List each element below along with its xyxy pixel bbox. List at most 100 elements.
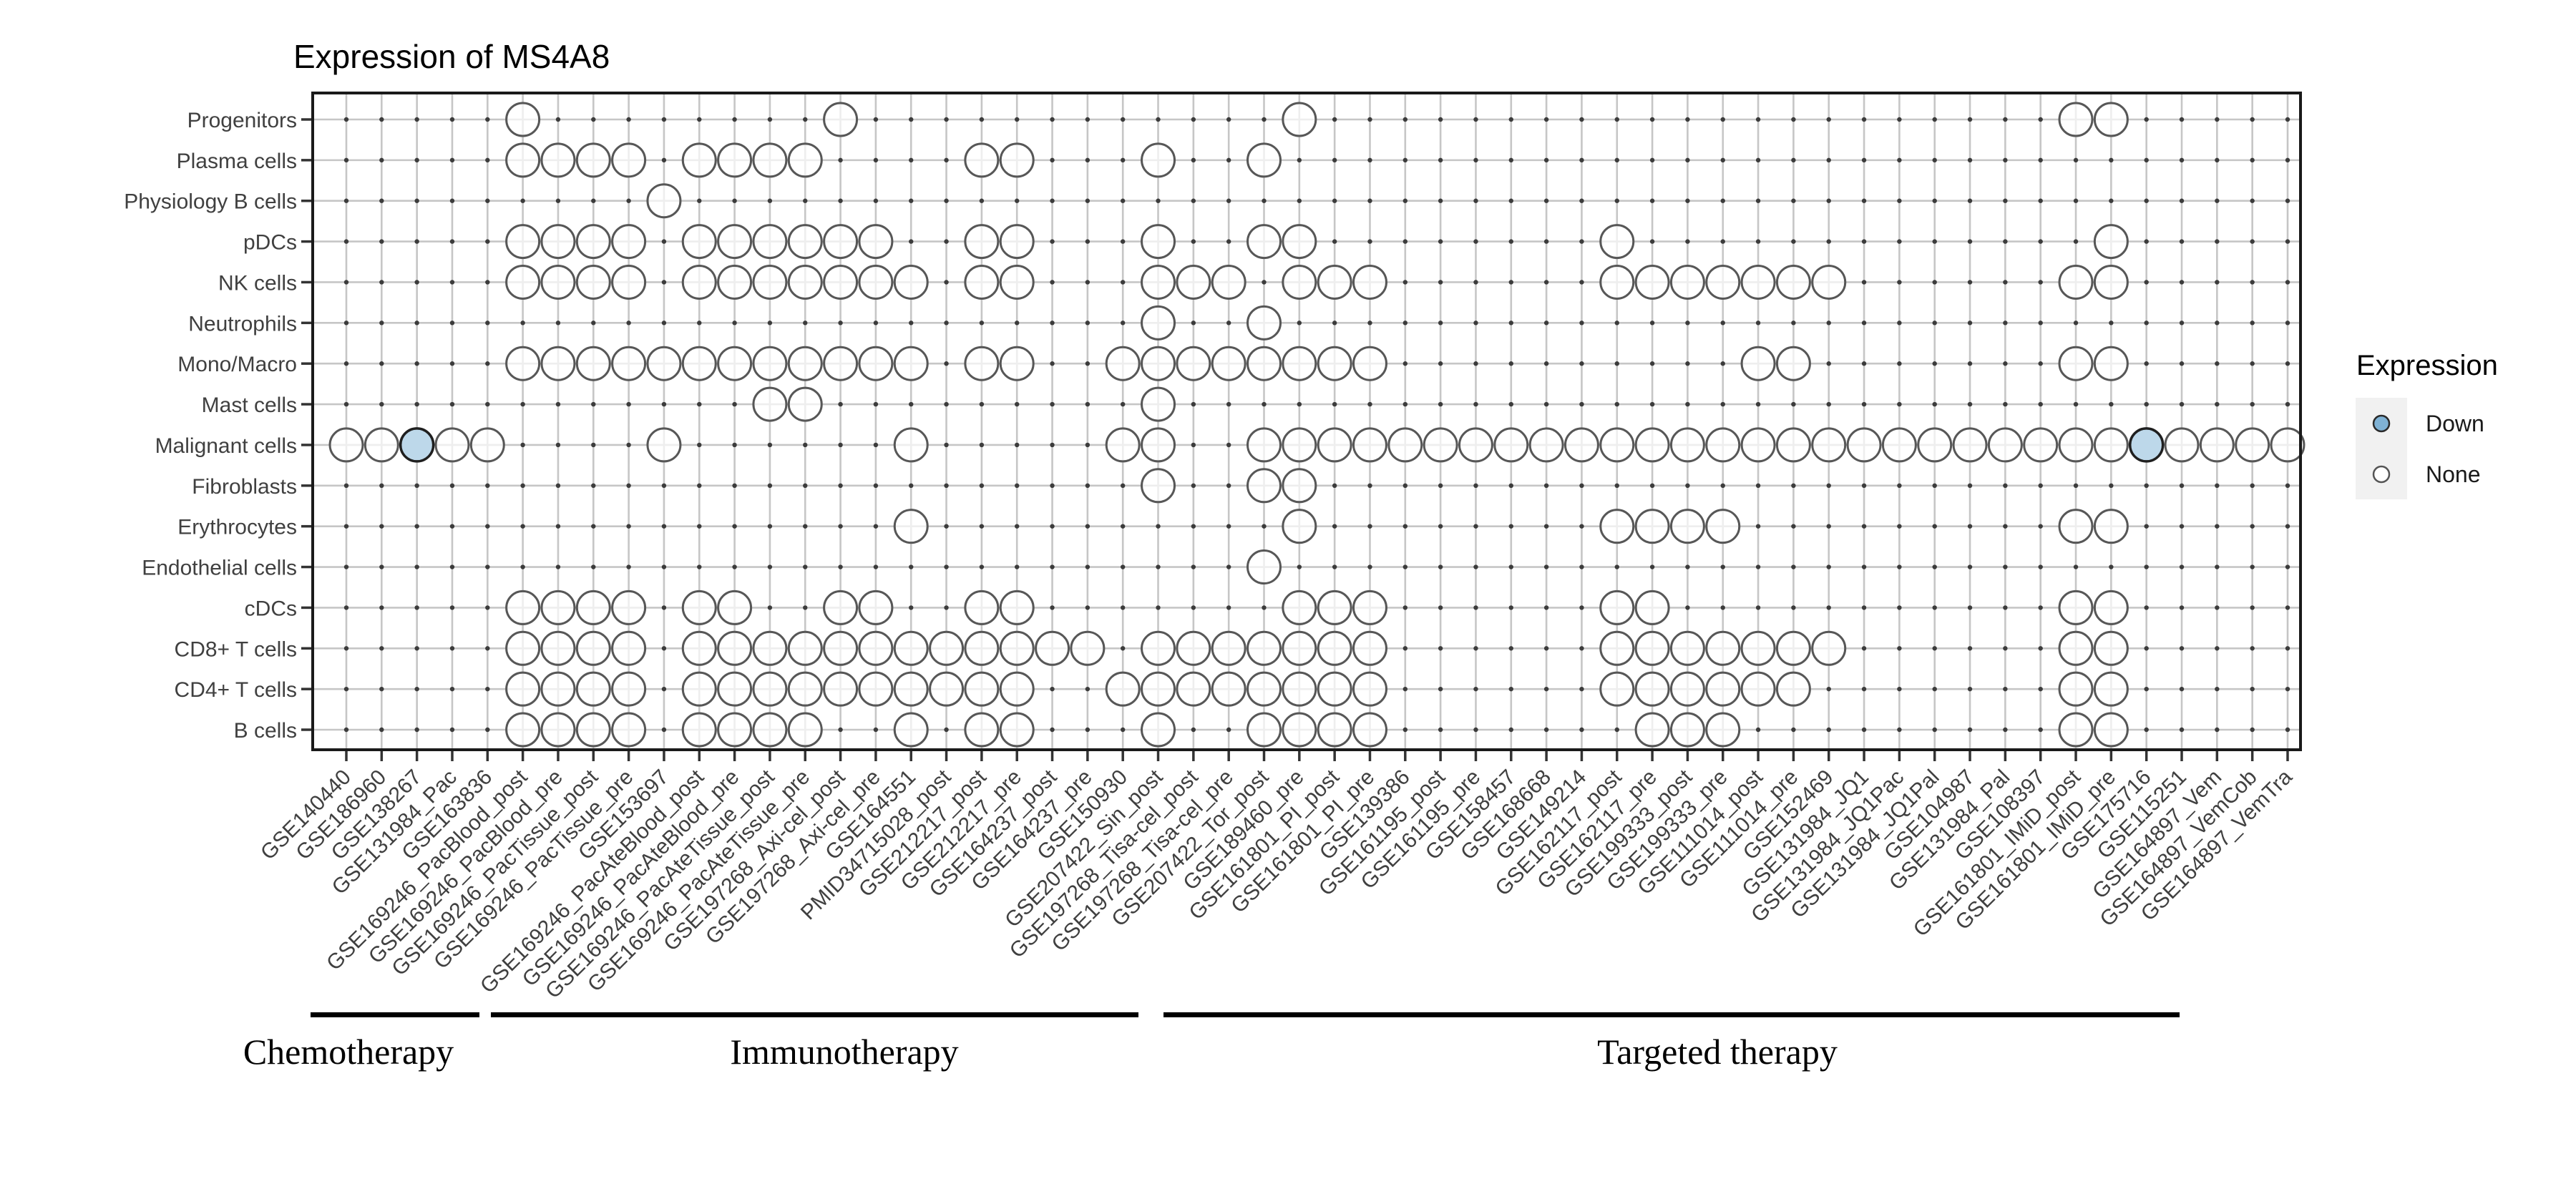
grid-point xyxy=(1120,157,1126,163)
expression-dot-none xyxy=(540,589,576,625)
expression-dot-none xyxy=(1634,712,1670,748)
grid-point xyxy=(1402,280,1408,285)
grid-point xyxy=(343,727,349,733)
grid-point xyxy=(1191,442,1196,448)
expression-dot-none xyxy=(752,224,788,260)
grid-point xyxy=(2285,361,2290,366)
grid-point xyxy=(1015,524,1020,529)
expression-dot-none xyxy=(1740,427,1776,463)
panel-border xyxy=(311,92,2302,751)
grid-point xyxy=(1226,727,1231,733)
expression-dot-none xyxy=(1705,712,1741,748)
grid-point xyxy=(1156,564,1161,569)
grid-point xyxy=(1685,157,1690,163)
grid-point xyxy=(1543,564,1549,569)
grid-point xyxy=(2285,686,2290,692)
therapy-groups: Chemotherapy Immunotherapy Targeted ther… xyxy=(243,1012,2180,1072)
expression-dot-none xyxy=(752,142,788,178)
grid-point xyxy=(591,483,596,489)
expression-circle-layer xyxy=(328,102,2306,748)
expression-dot-none xyxy=(1211,264,1246,300)
grid-point xyxy=(2285,564,2290,569)
grid-point xyxy=(2215,524,2220,529)
grid-point xyxy=(1897,280,1902,285)
expression-dot-none xyxy=(787,224,823,260)
expression-dot-none xyxy=(1493,427,1529,463)
grid-point xyxy=(1226,239,1231,244)
expression-dot-none xyxy=(787,346,823,381)
grid-point xyxy=(1932,686,1937,692)
y-axis-label: Mast cells xyxy=(202,393,297,417)
grid-point xyxy=(1685,401,1690,407)
grid-point xyxy=(343,361,349,366)
grid-point xyxy=(343,483,349,489)
grid-point xyxy=(1438,686,1443,692)
expression-dot-none xyxy=(717,712,753,748)
grid-point xyxy=(2285,280,2290,285)
grid-point xyxy=(2215,483,2220,489)
grid-point xyxy=(838,401,843,407)
grid-point xyxy=(1932,483,1937,489)
grid-point xyxy=(2285,401,2290,407)
expression-dot-none xyxy=(611,264,647,300)
grid-point xyxy=(944,524,949,529)
expression-dot-none xyxy=(1176,671,1211,707)
grid-point xyxy=(414,483,419,489)
grid-point xyxy=(979,117,985,122)
grid-point xyxy=(1015,198,1020,203)
grid-point xyxy=(1332,321,1337,326)
grid-point xyxy=(485,280,490,285)
grid-point xyxy=(379,239,384,244)
grid-point xyxy=(1473,564,1478,569)
grid-point xyxy=(1649,564,1655,569)
grid-point xyxy=(661,321,667,326)
grid-point xyxy=(1120,198,1126,203)
grid-point xyxy=(2250,280,2255,285)
grid-point xyxy=(944,361,949,366)
grid-point xyxy=(2250,117,2255,122)
expression-dot-none xyxy=(2093,427,2129,463)
grid-point xyxy=(1543,280,1549,285)
grid-point xyxy=(2003,727,2008,733)
grid-point xyxy=(1297,321,1302,326)
grid-point xyxy=(2215,157,2220,163)
grid-point xyxy=(1191,483,1196,489)
grid-point xyxy=(1579,280,1584,285)
expression-dot-none xyxy=(1282,346,1317,381)
grid-point xyxy=(1720,198,1725,203)
grid-point xyxy=(1755,239,1761,244)
grid-point xyxy=(1508,483,1513,489)
grid-point xyxy=(449,605,455,610)
expression-dot-none xyxy=(469,427,505,463)
expression-dot-none xyxy=(964,264,1000,300)
grid-point xyxy=(1614,483,1619,489)
grid-point xyxy=(1720,321,1725,326)
expression-dot-none xyxy=(1317,712,1352,748)
grid-point xyxy=(803,198,808,203)
grid-point xyxy=(1791,483,1796,489)
grid-point xyxy=(1897,198,1902,203)
grid-point xyxy=(661,686,667,692)
grid-point xyxy=(485,321,490,326)
grid-point xyxy=(1367,198,1372,203)
grid-point xyxy=(661,605,667,610)
y-axis-label: B cells xyxy=(234,719,297,743)
grid-point xyxy=(379,157,384,163)
grid-point xyxy=(732,483,737,489)
grid-point xyxy=(1085,524,1091,529)
expression-dot-none xyxy=(611,142,647,178)
expression-dot-none xyxy=(540,224,576,260)
grid-point xyxy=(1826,321,1831,326)
expression-dot-none xyxy=(929,671,965,707)
grid-point xyxy=(485,117,490,122)
expression-dot-none xyxy=(505,712,541,748)
expression-dot-none xyxy=(1317,630,1352,666)
grid-point xyxy=(414,646,419,651)
grid-point xyxy=(2215,117,2220,122)
grid-point xyxy=(1262,524,1267,529)
grid-point xyxy=(1755,117,1761,122)
grid-point xyxy=(1967,483,1973,489)
grid-point xyxy=(555,442,561,448)
expression-dot-none xyxy=(681,630,717,666)
grid-point xyxy=(944,321,949,326)
